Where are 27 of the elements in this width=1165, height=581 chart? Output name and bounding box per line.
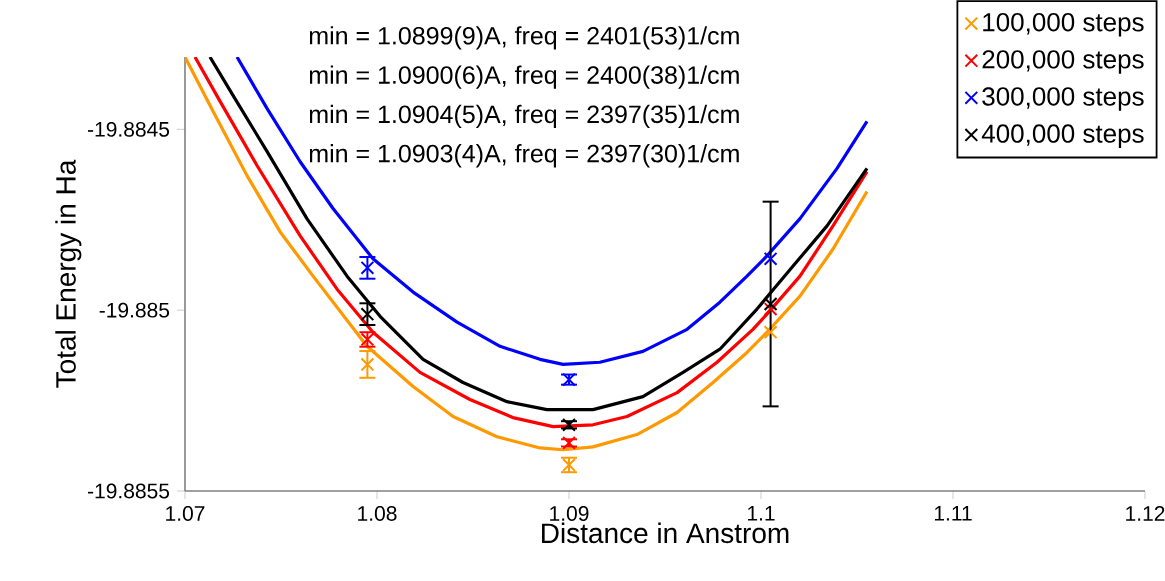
annotation: min = 1.0900(6)A, freq = 2400(38)1/cm xyxy=(309,65,739,89)
x-axis-title: Distance in Anstrom xyxy=(542,522,789,544)
x-tick-label: 1.1 xyxy=(748,506,775,521)
line-series xyxy=(235,56,869,367)
y-tick-label: -19.8855 xyxy=(88,483,170,499)
x-tick-label: 1.12 xyxy=(1126,506,1165,521)
y-tick-label: -19.885 xyxy=(99,302,170,318)
text: min = 1.0899(9)A, freq = 2401(53)1/cm xyxy=(309,26,739,50)
legend-label: 100,000 steps xyxy=(983,13,1144,37)
point xyxy=(360,307,375,322)
legend-label: 400,000 steps xyxy=(981,124,1144,148)
point xyxy=(763,302,778,317)
x-tick-label: 1.07 xyxy=(166,506,205,521)
y-axis-title: Total Energy in Ha xyxy=(55,159,82,388)
point xyxy=(360,357,375,372)
point xyxy=(763,325,778,340)
y-tick-label: -19.8845 xyxy=(88,121,170,137)
annotation: min = 1.0904(5)A, freq = 2397(35)1/cm xyxy=(309,104,739,129)
legend-label: 300,000 steps xyxy=(982,87,1144,111)
annotation: min = 1.0903(4)A, freq = 2397(30)1/cm xyxy=(309,144,739,168)
point xyxy=(763,251,778,266)
legend-label: 200,000 steps xyxy=(982,50,1144,74)
x-tick-label: 1.08 xyxy=(358,506,397,521)
x-tick-label: 1.09 xyxy=(550,506,589,521)
x-tick-label: 1.11 xyxy=(934,506,972,521)
point xyxy=(360,260,375,275)
point xyxy=(763,297,778,311)
